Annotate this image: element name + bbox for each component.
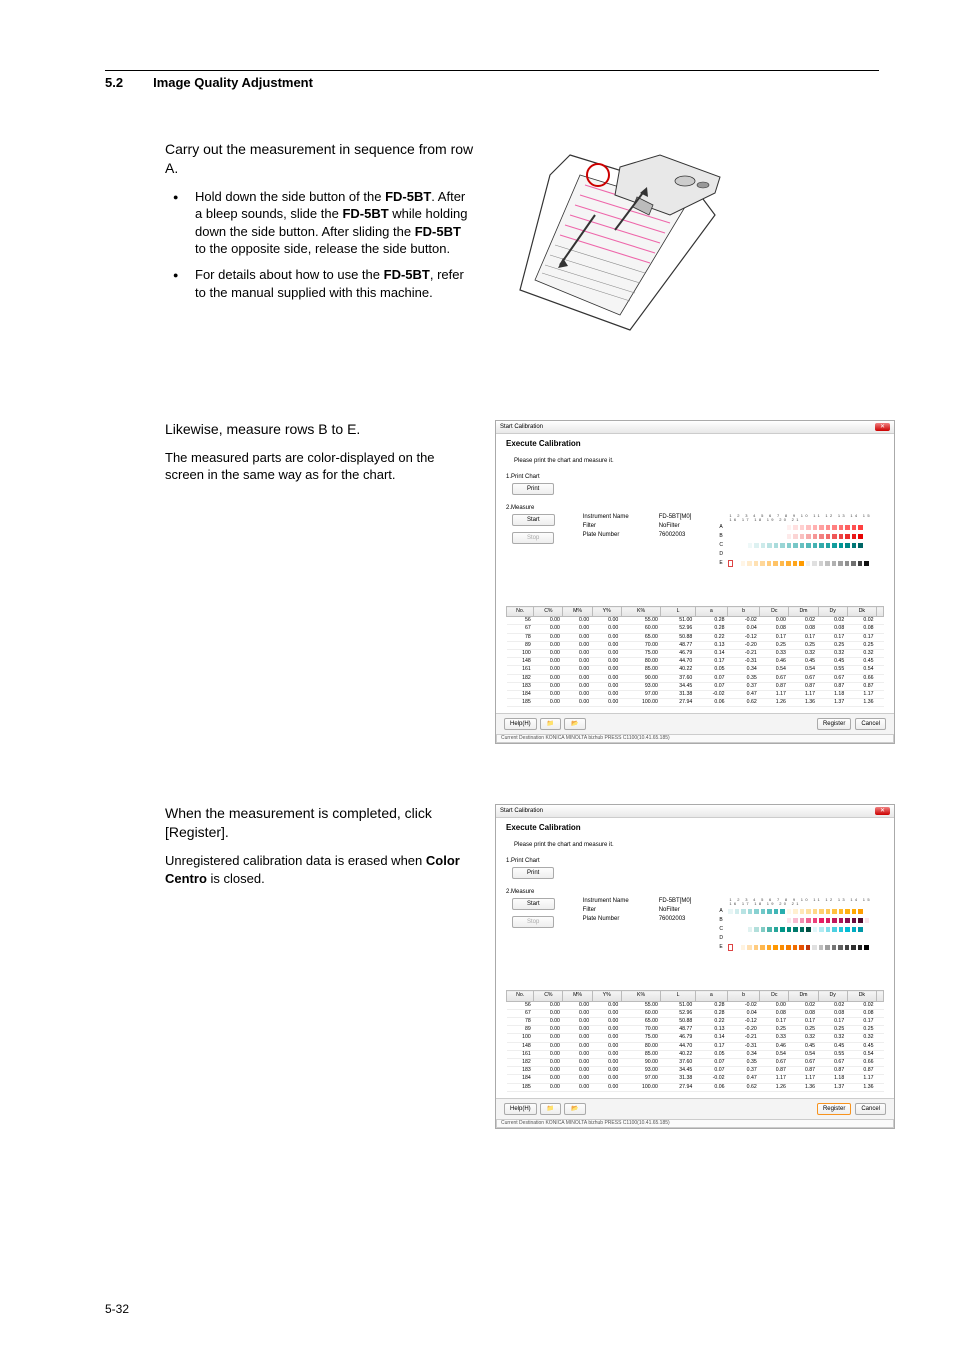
cancel-button[interactable]: Cancel <box>855 1103 886 1115</box>
chart-preview: 1 2 3 4 5 6 7 8 9 10 11 12 13 14 15 16 1… <box>719 514 874 582</box>
print-header: 1.Print Chart <box>506 474 884 480</box>
device-illustration <box>495 140 755 350</box>
stop-button[interactable]: Stop <box>512 916 554 928</box>
window-title: Start Calibration <box>500 808 543 814</box>
help-button[interactable]: Help(H) <box>504 1103 537 1115</box>
folder-icon[interactable]: 📁 <box>540 718 561 730</box>
status-line: Current Destination KONICA MINOLTA bizhu… <box>496 1119 894 1128</box>
exec-title: Execute Calibration <box>506 440 884 448</box>
stop-button[interactable]: Stop <box>512 532 554 544</box>
instruction-line: Please print the chart and measure it. <box>514 458 884 464</box>
exec-title: Execute Calibration <box>506 824 884 832</box>
close-icon[interactable]: ✕ <box>875 423 890 431</box>
measure-header: 2.Measure <box>506 505 884 511</box>
open-icon[interactable]: 📂 <box>564 718 585 730</box>
measure-header: 2.Measure <box>506 889 884 895</box>
start-button[interactable]: Start <box>512 514 555 526</box>
chart-preview: 1 2 3 4 5 6 7 8 9 10 11 12 13 14 15 16 1… <box>719 898 874 966</box>
print-header: 1.Print Chart <box>506 858 884 864</box>
window-title: Start Calibration <box>500 424 543 430</box>
measurements-table: No.C%M%Y%K%LabDcDmDyDk560.000.000.0055.0… <box>506 990 884 1091</box>
bullet-2: For details about how to use the FD-5BT,… <box>195 266 475 301</box>
close-icon[interactable]: ✕ <box>875 807 890 815</box>
page-header: 5.2 Image Quality Adjustment <box>105 70 879 90</box>
instruction-2: Likewise, measure rows B to E. <box>165 420 475 439</box>
calibration-dialog: Start Calibration ✕ Execute Calibration … <box>495 420 895 744</box>
sub-text-2: The measured parts are color-displayed o… <box>165 449 475 484</box>
section-number: 5.2 <box>105 75 123 90</box>
register-button[interactable]: Register <box>817 718 851 730</box>
instruction-3: When the measurement is completed, click… <box>165 804 475 842</box>
folder-icon[interactable]: 📁 <box>540 1103 561 1115</box>
print-button[interactable]: Print <box>512 867 554 879</box>
calibration-dialog: Start Calibration ✕ Execute Calibration … <box>495 804 895 1128</box>
instruction-1: Carry out the measurement in sequence fr… <box>165 140 475 178</box>
section-title: Image Quality Adjustment <box>153 75 313 90</box>
help-button[interactable]: Help(H) <box>504 718 537 730</box>
print-button[interactable]: Print <box>512 483 554 495</box>
measurements-table: No.C%M%Y%K%LabDcDmDyDk560.000.000.0055.0… <box>506 606 884 707</box>
open-icon[interactable]: 📂 <box>564 1103 585 1115</box>
bullet-1: Hold down the side button of the FD-5BT.… <box>195 188 475 258</box>
page-number: 5-32 <box>105 1302 129 1316</box>
cancel-button[interactable]: Cancel <box>855 718 886 730</box>
status-line: Current Destination KONICA MINOLTA bizhu… <box>496 734 894 743</box>
start-button[interactable]: Start <box>512 898 555 910</box>
sub-text-3: Unregistered calibration data is erased … <box>165 852 475 887</box>
register-button[interactable]: Register <box>817 1103 851 1115</box>
instruction-line: Please print the chart and measure it. <box>514 842 884 848</box>
